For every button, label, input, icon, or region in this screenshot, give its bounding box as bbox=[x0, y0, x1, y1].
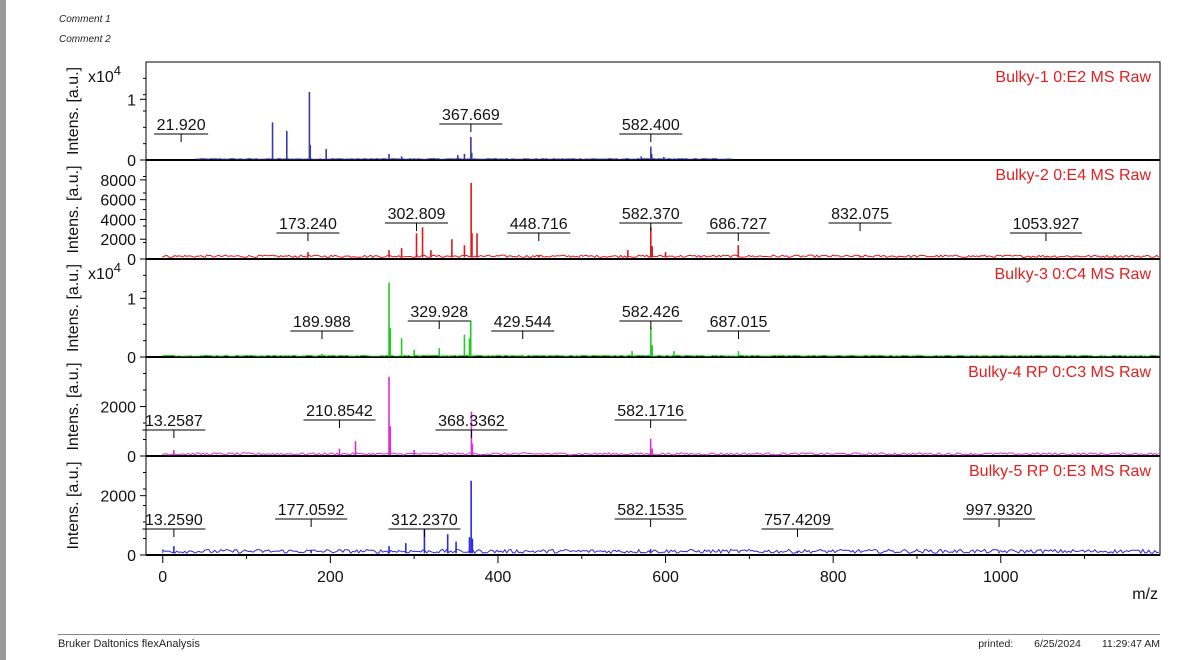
y-tick-label: 1 bbox=[127, 291, 136, 308]
peak-label: 832.075 bbox=[831, 206, 889, 223]
peak-label: 686.727 bbox=[709, 216, 767, 233]
peak-label: 312.2370 bbox=[391, 512, 458, 529]
y-tick-label: 1 bbox=[127, 92, 136, 109]
y-tick-label: 0 bbox=[127, 548, 136, 565]
y-axis-label: Intens. [a.u.] bbox=[65, 264, 82, 352]
peak-label: 21.920 bbox=[157, 117, 206, 134]
peak-label: 582.1716 bbox=[617, 403, 684, 420]
spectrum-trace bbox=[162, 254, 1160, 259]
x-tick-label: 1000 bbox=[983, 569, 1019, 586]
y-tick-label: 4000 bbox=[100, 212, 136, 229]
peak-label: 173.240 bbox=[279, 216, 337, 233]
printed-date: 6/25/2024 bbox=[1034, 638, 1081, 650]
printed-time: 11:29:47 AM bbox=[1101, 638, 1160, 650]
peak-label: 189.988 bbox=[293, 314, 351, 331]
peak-label: 302.809 bbox=[388, 206, 446, 223]
peak-label: 13.2587 bbox=[145, 413, 203, 430]
peak-label: 368.3362 bbox=[438, 413, 505, 430]
y-tick-label: 2000 bbox=[100, 232, 136, 249]
peak-label: 757.4209 bbox=[764, 512, 831, 529]
peak-label: 448.716 bbox=[510, 216, 568, 233]
peak-label: 582.370 bbox=[622, 206, 680, 223]
peak-label: 582.426 bbox=[622, 304, 680, 321]
x-tick-label: 800 bbox=[820, 569, 847, 586]
x-tick-label: 400 bbox=[485, 569, 512, 586]
footer-print-info: printed: 6/25/2024 11:29:47 AM bbox=[960, 638, 1160, 650]
printed-label: printed: bbox=[978, 638, 1014, 650]
y-axis-label: Intens. [a.u.] bbox=[65, 362, 82, 450]
y-axis-label: Intens. [a.u.] bbox=[65, 165, 82, 253]
y-tick-label: 0 bbox=[127, 350, 136, 367]
y-axis-label: Intens. [a.u.] bbox=[65, 461, 82, 549]
panel-title: Bulky-1 0:E2 MS Raw bbox=[995, 69, 1151, 86]
y-tick-label: 0 bbox=[127, 449, 136, 466]
x-axis: 0 200 400 600 800 1000 m/z bbox=[158, 555, 1158, 603]
spectrum-trace bbox=[162, 548, 1159, 555]
y-tick-label: 2000 bbox=[100, 400, 136, 417]
spectrum-panel-1: 0 1 x104 Intens. [a.u.] Bulky-1 0:E2 MS Raw 2… bbox=[65, 61, 1161, 170]
peak-label: 329.928 bbox=[410, 304, 468, 321]
spectrum-trace bbox=[162, 452, 1160, 456]
panel-title: Bulky-5 RP 0:E3 MS Raw bbox=[969, 463, 1151, 480]
y-scale-label: x104 bbox=[88, 63, 121, 86]
peak-label: 1053.927 bbox=[1013, 216, 1080, 233]
panel-title: Bulky-4 RP 0:C3 MS Raw bbox=[968, 364, 1151, 381]
y-tick-label: 2000 bbox=[100, 489, 136, 506]
x-tick-label: 0 bbox=[158, 569, 167, 586]
spectrum-trace bbox=[162, 354, 1159, 357]
spectrum-panel-3: 0 1 x104 Intens. [a.u.] Bulky-3 0:C4 MS Raw 1… bbox=[65, 258, 1161, 367]
peak-label: 367.669 bbox=[442, 107, 500, 124]
y-tick-label: 6000 bbox=[100, 193, 136, 210]
y-tick-label: 0 bbox=[127, 252, 136, 269]
spectrum-panel-5: 0 2000 Intens. [a.u.] Bulky-5 RP 0:E3 MS Ra… bbox=[65, 455, 1161, 565]
y-tick-label: 8000 bbox=[100, 173, 136, 190]
footer-divider bbox=[58, 634, 1160, 635]
page-left-border bbox=[0, 0, 6, 660]
x-tick-label: 200 bbox=[317, 569, 344, 586]
spectrum-panel-2: 0 2000 4000 6000 8000 Intens. [a.u.] Bulky-2 0… bbox=[65, 159, 1161, 269]
y-scale-label: x104 bbox=[88, 260, 121, 283]
peak-label: 582.400 bbox=[622, 117, 680, 134]
footer-software-name: Bruker Daltonics flexAnalysis bbox=[58, 638, 200, 650]
spectrum-panel-4: 0 2000 Intens. [a.u.] Bulky-4 RP 0:C3 MS Ra… bbox=[65, 356, 1161, 466]
y-tick-label: 0 bbox=[127, 153, 136, 170]
comment-2: Comment 2 bbox=[59, 34, 111, 45]
peak-label: 177.0592 bbox=[278, 502, 345, 519]
peak-label: 582.1535 bbox=[617, 502, 684, 519]
comment-1: Comment 1 bbox=[59, 14, 111, 25]
y-scale-exponent: 4 bbox=[114, 63, 121, 78]
x-axis-label: m/z bbox=[1132, 586, 1158, 603]
y-axis-label: Intens. [a.u.] bbox=[65, 67, 82, 155]
x-tick-label: 600 bbox=[652, 569, 679, 586]
peak-label: 687.015 bbox=[710, 314, 768, 331]
peak-label: 429.544 bbox=[494, 314, 552, 331]
spectrum-trace bbox=[195, 158, 733, 160]
peak-label: 997.9320 bbox=[966, 502, 1033, 519]
y-scale-exponent: 4 bbox=[114, 260, 121, 275]
peak-label: 210.8542 bbox=[306, 403, 373, 420]
panel-title: Bulky-3 0:C4 MS Raw bbox=[995, 266, 1152, 283]
peak-label: 13.2590 bbox=[145, 512, 203, 529]
panel-title: Bulky-2 0:E4 MS Raw bbox=[995, 167, 1151, 184]
